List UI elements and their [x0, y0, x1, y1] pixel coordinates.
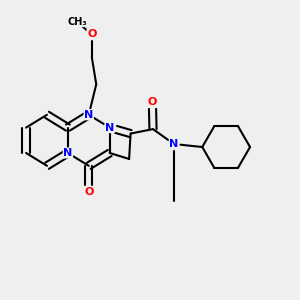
Text: CH₃: CH₃	[67, 16, 87, 27]
Text: O: O	[84, 187, 94, 197]
Text: N: N	[169, 139, 178, 149]
Text: N: N	[63, 148, 73, 158]
Text: N: N	[84, 110, 93, 120]
Text: O: O	[148, 97, 157, 107]
Text: O: O	[87, 29, 97, 39]
Text: N: N	[105, 123, 114, 133]
